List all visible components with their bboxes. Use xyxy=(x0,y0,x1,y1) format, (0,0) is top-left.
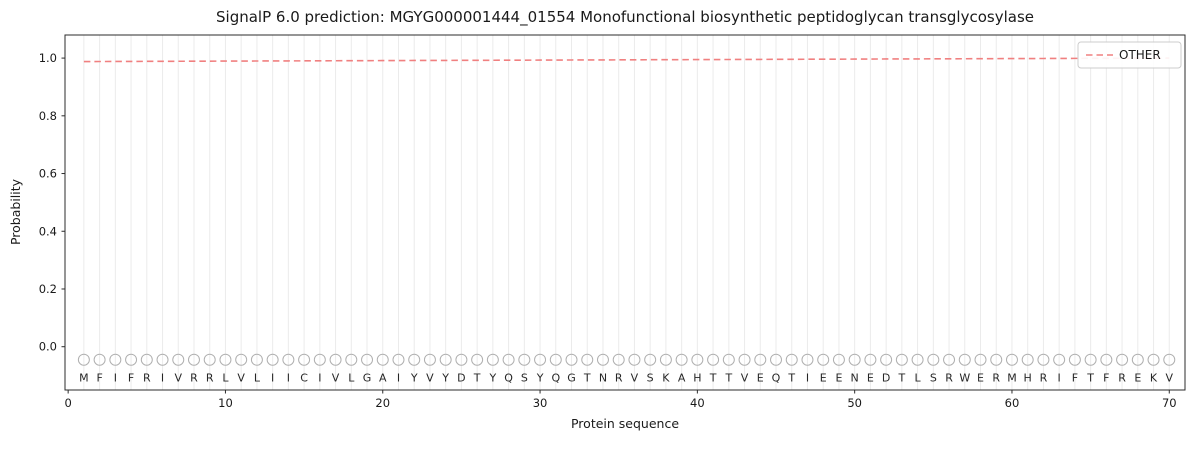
residue-letter: Y xyxy=(536,372,544,385)
residue-letter: I xyxy=(271,372,274,385)
residue-letter: A xyxy=(678,372,686,385)
svg-text:50: 50 xyxy=(847,396,862,410)
residue-letter: T xyxy=(897,372,905,385)
residue-letter: H xyxy=(1024,372,1032,385)
residue-letter: T xyxy=(709,372,717,385)
residue-letter: G xyxy=(567,372,576,385)
residue-letter: Q xyxy=(772,372,781,385)
residue-letter: I xyxy=(806,372,809,385)
residue-letter: T xyxy=(473,372,481,385)
residue-letter: V xyxy=(332,372,340,385)
residue-letter: T xyxy=(787,372,795,385)
residue-letter: W xyxy=(959,372,970,385)
residue-letter: F xyxy=(128,372,134,385)
residue-letter: V xyxy=(237,372,245,385)
residue-letter: V xyxy=(426,372,434,385)
svg-text:0.4: 0.4 xyxy=(39,224,57,238)
residue-letter: S xyxy=(521,372,528,385)
residue-circle-markers xyxy=(77,353,1176,366)
residue-letter: R xyxy=(143,372,151,385)
residue-letter: E xyxy=(867,372,874,385)
residue-letter: K xyxy=(1150,372,1158,385)
residue-letter: D xyxy=(882,372,890,385)
residue-letter: F xyxy=(1072,372,1078,385)
legend-other-label: OTHER xyxy=(1119,48,1161,62)
svg-text:30: 30 xyxy=(533,396,548,410)
residue-letter: M xyxy=(1007,372,1017,385)
legend-box xyxy=(1077,41,1182,69)
svg-text:0.6: 0.6 xyxy=(39,167,57,181)
residue-letter: L xyxy=(915,372,922,385)
residue-gridlines xyxy=(83,35,1170,390)
residue-letter: N xyxy=(599,372,607,385)
residue-letter: F xyxy=(1103,372,1109,385)
svg-text:0.2: 0.2 xyxy=(39,282,57,296)
residue-letter: R xyxy=(945,372,953,385)
residue-letter: R xyxy=(190,372,198,385)
residue-letter: M xyxy=(79,372,89,385)
residue-letter: S xyxy=(647,372,654,385)
residue-letter: V xyxy=(741,372,749,385)
residue-letter: T xyxy=(724,372,732,385)
x-axis-label: Protein sequence xyxy=(571,416,679,431)
residue-letter: R xyxy=(206,372,214,385)
svg-text:40: 40 xyxy=(690,396,705,410)
svg-text:70: 70 xyxy=(1162,396,1177,410)
residue-letter: H xyxy=(693,372,701,385)
residue-letter: I xyxy=(161,372,164,385)
residue-letter: Q xyxy=(504,372,513,385)
residue-letter: L xyxy=(222,372,229,385)
y-axis-ticks: 0.0 0.2 0.4 0.6 0.8 1.0 xyxy=(39,51,65,354)
residue-letter: Y xyxy=(488,372,496,385)
residue-letter: E xyxy=(977,372,984,385)
residue-letter: R xyxy=(1040,372,1048,385)
svg-text:0: 0 xyxy=(64,396,71,410)
residue-letter: Y xyxy=(441,372,449,385)
residue-letter: I xyxy=(397,372,400,385)
residue-letter: E xyxy=(757,372,764,385)
residue-letter: I xyxy=(114,372,117,385)
residue-letter: T xyxy=(583,372,591,385)
other-probability-line xyxy=(83,57,1170,63)
svg-text:0.8: 0.8 xyxy=(39,109,57,123)
residue-letter: R xyxy=(615,372,623,385)
axes-box xyxy=(64,34,1186,391)
residue-letter: E xyxy=(1134,372,1141,385)
chart-title: SignalP 6.0 prediction: MGYG000001444_01… xyxy=(216,8,1034,27)
residue-letter: D xyxy=(457,372,465,385)
residue-letter: Y xyxy=(410,372,418,385)
residue-letter: N xyxy=(851,372,859,385)
residue-letter: A xyxy=(379,372,387,385)
residue-letter: F xyxy=(96,372,102,385)
legend: OTHER xyxy=(1077,41,1182,69)
residue-letter: T xyxy=(1086,372,1094,385)
residue-letter: I xyxy=(318,372,321,385)
residue-letter: G xyxy=(363,372,372,385)
svg-text:20: 20 xyxy=(375,396,390,410)
residue-letter: C xyxy=(300,372,308,385)
residue-letter: I xyxy=(287,372,290,385)
y-axis-label: Probability xyxy=(8,178,23,245)
residue-letter: I xyxy=(1058,372,1061,385)
residue-letter: Q xyxy=(551,372,560,385)
x-axis-ticks: 0 10 20 30 40 50 60 70 xyxy=(64,390,1177,410)
residue-letter: V xyxy=(1166,372,1174,385)
residue-letter: V xyxy=(174,372,182,385)
svg-text:10: 10 xyxy=(218,396,233,410)
residue-letter: R xyxy=(1118,372,1126,385)
residue-letter: S xyxy=(930,372,937,385)
residue-letter: R xyxy=(992,372,1000,385)
residue-letter: E xyxy=(835,372,842,385)
residue-letter: L xyxy=(254,372,261,385)
residue-letter: V xyxy=(631,372,639,385)
svg-text:60: 60 xyxy=(1005,396,1020,410)
residue-letter: E xyxy=(820,372,827,385)
residue-letter: K xyxy=(662,372,670,385)
residue-letter: L xyxy=(348,372,355,385)
svg-text:1.0: 1.0 xyxy=(39,51,57,65)
svg-text:0.0: 0.0 xyxy=(39,340,57,354)
